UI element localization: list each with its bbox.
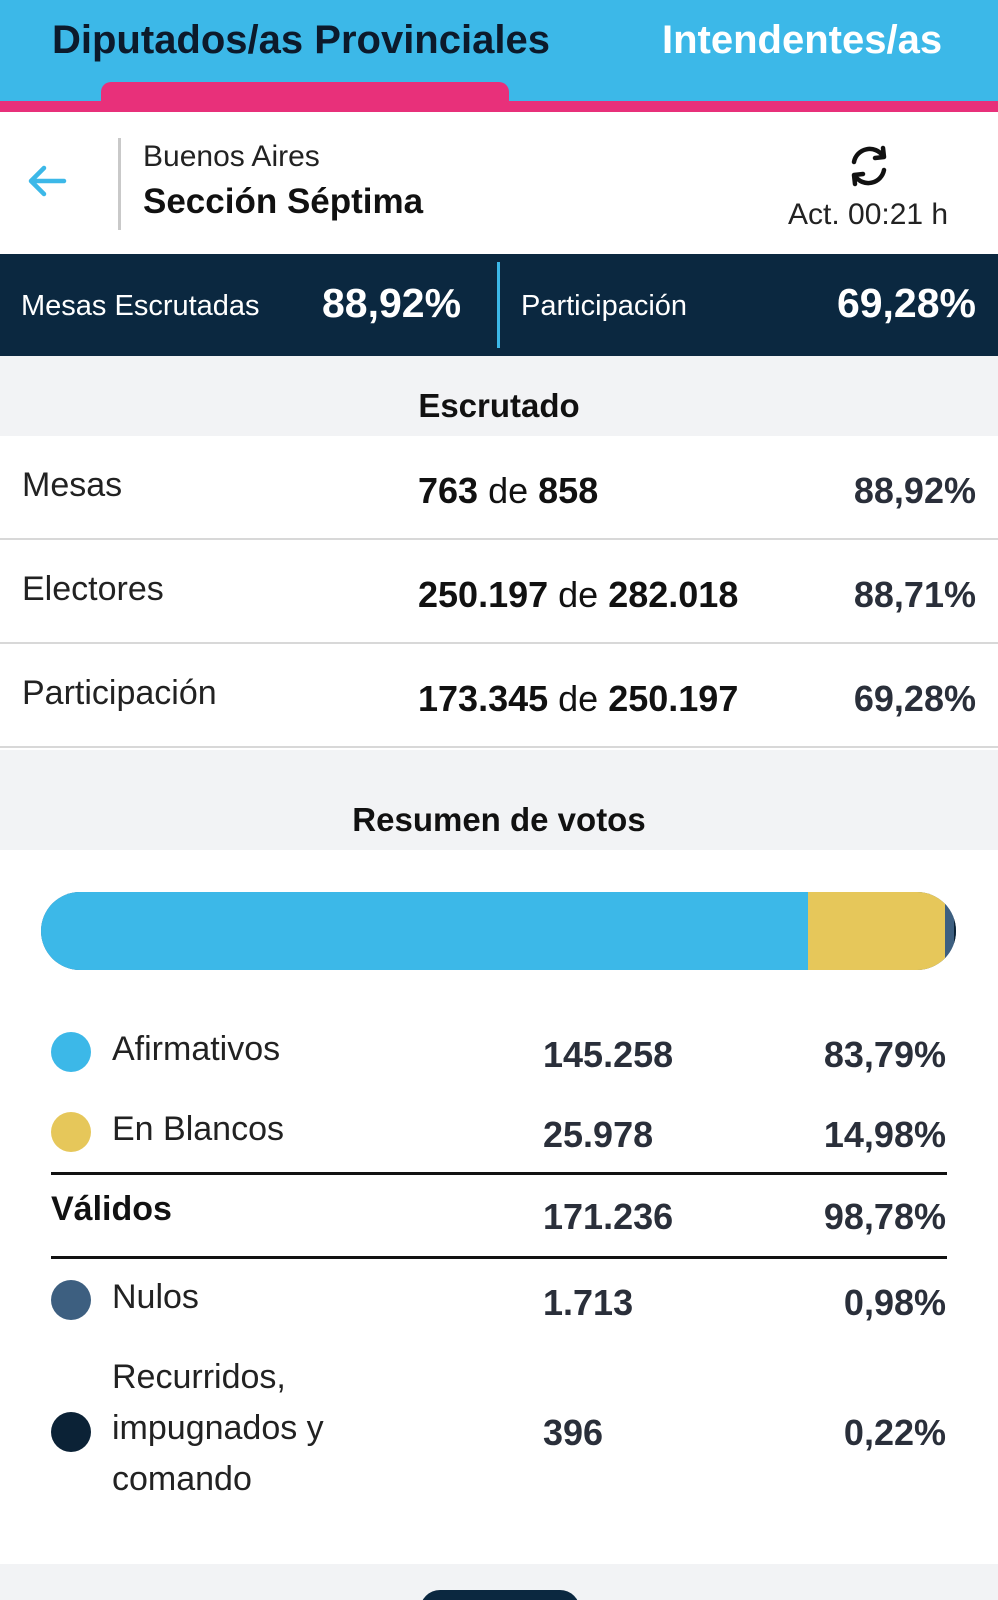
participacion-label: Participación — [521, 290, 688, 322]
arrow-left-icon — [28, 165, 67, 197]
header-divider — [118, 138, 121, 230]
section-name: Sección Séptima — [143, 182, 424, 221]
vote-percent: 0,22% — [843, 1412, 946, 1453]
escrutado-row-mesas: Mesas 763 de 858 88,92% — [0, 436, 998, 540]
resumen-heading: Resumen de votos — [0, 790, 998, 850]
tab-bar: Diputados/as Provinciales Intendentes/as — [0, 0, 998, 112]
vote-percent: 83,79% — [823, 1034, 946, 1075]
tab-diputados-provinciales[interactable]: Diputados/as Provinciales — [52, 18, 550, 62]
row-label: Electores — [22, 570, 164, 608]
vote-row-recurridos: Recurridos, impugnados y comando 396 0,2… — [0, 1352, 998, 1512]
legend-dot — [51, 1280, 91, 1320]
escrutado-heading: Escrutado — [0, 376, 998, 436]
vote-percent: 14,98% — [823, 1114, 946, 1155]
vote-row-nulos: Nulos 1.713 0,98% — [0, 1272, 998, 1332]
row-label: Mesas — [22, 466, 123, 504]
row-percent: 88,71% — [853, 574, 976, 615]
bar-segment-recurridos — [953, 892, 956, 970]
divider-line — [51, 1256, 947, 1259]
row-count: 763 de 858 — [418, 470, 599, 511]
row-count: 250.197 de 282.018 — [418, 574, 739, 615]
refresh-icon[interactable] — [843, 140, 895, 192]
vote-row-en-blancos: En Blancos 25.978 14,98% — [0, 1104, 998, 1164]
last-updated: Act. 00:21 h — [788, 198, 949, 231]
vote-label: Recurridos, impugnados y comando — [112, 1358, 324, 1498]
section-gap — [0, 356, 998, 376]
row-count: 173.345 de 250.197 — [418, 678, 739, 719]
divider-line — [51, 1172, 947, 1175]
legend-dot — [51, 1412, 91, 1452]
bar-segment-afirmativos — [41, 892, 808, 970]
row-label: Participación — [22, 674, 217, 712]
total-label: Válidos — [51, 1190, 172, 1228]
vote-label: En Blancos — [112, 1110, 284, 1148]
region-name: Buenos Aires — [143, 140, 320, 173]
vote-label: Nulos — [112, 1278, 199, 1316]
vote-percent: 0,98% — [843, 1282, 946, 1323]
summary-stats-band: Mesas Escrutadas 88,92% Participación 69… — [0, 254, 998, 356]
vote-count: 145.258 — [543, 1034, 674, 1075]
escrutado-row-electores: Electores 250.197 de 282.018 88,71% — [0, 540, 998, 644]
vote-count: 396 — [543, 1412, 604, 1453]
total-count: 171.236 — [543, 1196, 674, 1237]
vote-label: Afirmativos — [112, 1030, 281, 1068]
active-tab-indicator — [101, 82, 509, 112]
stats-divider — [497, 262, 500, 348]
mesas-escrutadas-value: 88,92% — [322, 280, 462, 326]
back-button[interactable] — [22, 156, 72, 206]
total-percent: 98,78% — [823, 1196, 946, 1237]
bar-segment-en-blancos — [807, 892, 945, 970]
mesas-escrutadas-label: Mesas Escrutadas — [21, 290, 260, 322]
vote-row-afirmativos: Afirmativos 145.258 83,79% — [0, 1024, 998, 1084]
row-percent: 88,92% — [853, 470, 976, 511]
participacion-value: 69,28% — [836, 280, 976, 326]
vote-count: 25.978 — [543, 1114, 654, 1155]
vote-count: 1.713 — [543, 1282, 634, 1323]
bottom-floating-button[interactable] — [420, 1590, 580, 1600]
escrutado-row-participacion: Participación 173.345 de 250.197 69,28% — [0, 644, 998, 748]
location-header: Buenos Aires Sección Séptima Act. 00:21 … — [0, 112, 998, 254]
votes-stacked-bar — [41, 892, 956, 970]
bar-segment-nulos — [945, 892, 954, 970]
tab-intendentes[interactable]: Intendentes/as — [662, 18, 943, 62]
legend-dot — [51, 1032, 91, 1072]
row-percent: 69,28% — [853, 678, 976, 719]
section-gap — [0, 750, 998, 790]
vote-row-validos: Válidos 171.236 98,78% — [0, 1186, 998, 1246]
legend-dot — [51, 1112, 91, 1152]
